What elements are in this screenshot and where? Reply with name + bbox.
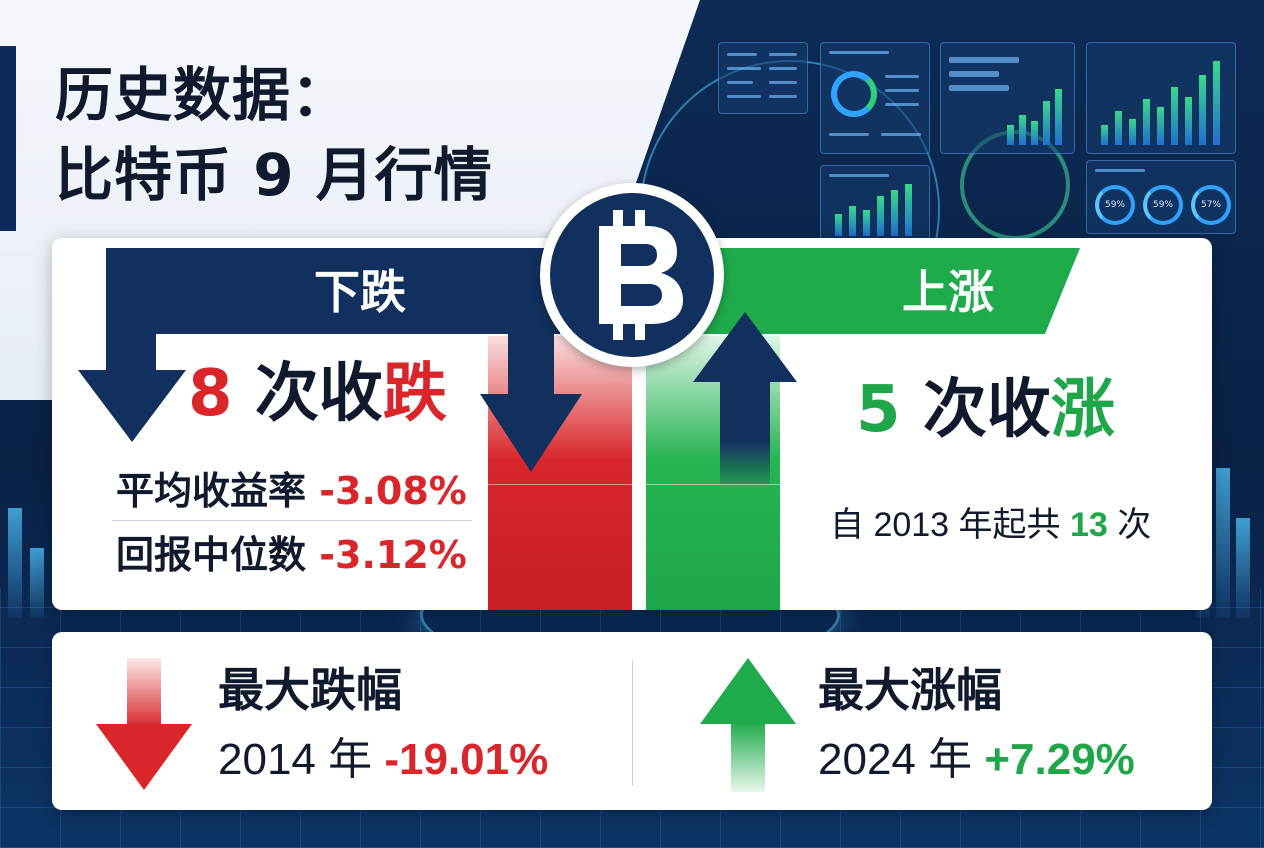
max-drop-label: 最大跌幅 (218, 663, 402, 717)
title-accent-bar (0, 46, 16, 231)
median-return-label: 回报中位数 (116, 533, 307, 577)
max-gain-value: +7.29% (984, 735, 1135, 784)
total-since-2013: 自 2013 年起共 13 次 (830, 500, 1151, 550)
dashboard-panel-1 (718, 42, 808, 114)
up-count-word: 涨 (1050, 373, 1115, 447)
down-banner-label: 下跌 (314, 265, 406, 319)
median-return-row: 回报中位数 -3.12% (116, 530, 467, 580)
up-count: 5 次收涨 (856, 370, 1115, 450)
arrow-up-icon (693, 312, 797, 382)
since-prefix: 自 2013 年起共 (830, 506, 1070, 544)
max-gain-arrow-shaft (731, 722, 765, 792)
bitcoin-symbol (599, 210, 683, 340)
extremes-divider (632, 660, 633, 786)
dashboard-panel-2 (820, 42, 930, 154)
down-count: 8 次收跌 (188, 354, 447, 434)
dashboard-panel-4 (1086, 42, 1236, 154)
page-title: 历史数据： 比特币 9 月行情 (55, 55, 493, 215)
stat-row-divider (112, 520, 472, 521)
down-banner-arrow-shaft (106, 248, 156, 394)
down-banner (106, 248, 560, 334)
bar-divider-line (488, 484, 780, 485)
dashboard-panel-5 (820, 165, 930, 245)
max-drop-arrow-shaft (127, 658, 161, 728)
up-banner-label: 上涨 (902, 265, 994, 319)
max-gain-label: 最大涨幅 (818, 663, 1002, 717)
avg-return-label: 平均收益率 (116, 469, 307, 513)
dashboard-panel-6: 59% 59% 57% (1086, 160, 1236, 234)
since-count: 13 (1069, 506, 1108, 544)
title-line-2: 比特币 9 月行情 (55, 141, 493, 209)
arrow-down-icon (96, 724, 192, 790)
down-count-text: 次收 (232, 357, 383, 431)
arrow-down-icon (78, 370, 186, 442)
median-return-value: -3.12% (319, 533, 467, 577)
dashboard-panel-3 (940, 42, 1075, 154)
center-up-arrow-shaft (720, 378, 770, 484)
avg-return-row: 平均收益率 -3.08% (116, 466, 467, 516)
arrow-up-icon (700, 658, 796, 724)
bitcoin-icon-inner (550, 193, 714, 357)
down-count-word: 跌 (382, 357, 447, 431)
avg-return-value: -3.08% (319, 469, 467, 513)
title-line-1: 历史数据： (55, 61, 351, 129)
max-gain-year: 2024 年 (818, 735, 985, 784)
max-drop-value-row: 2014 年 -19.01% (218, 730, 548, 790)
since-suffix: 次 (1107, 506, 1152, 544)
up-count-number: 5 (856, 373, 901, 447)
up-count-text: 次收 (900, 373, 1051, 447)
max-gain-value-row: 2024 年 +7.29% (818, 730, 1135, 790)
arrow-down-icon (480, 394, 582, 472)
max-drop-value: -19.01% (384, 735, 549, 784)
max-drop-year: 2014 年 (218, 735, 385, 784)
bitcoin-icon (540, 183, 724, 367)
center-down-arrow-shaft (508, 300, 554, 398)
down-count-number: 8 (188, 357, 233, 431)
